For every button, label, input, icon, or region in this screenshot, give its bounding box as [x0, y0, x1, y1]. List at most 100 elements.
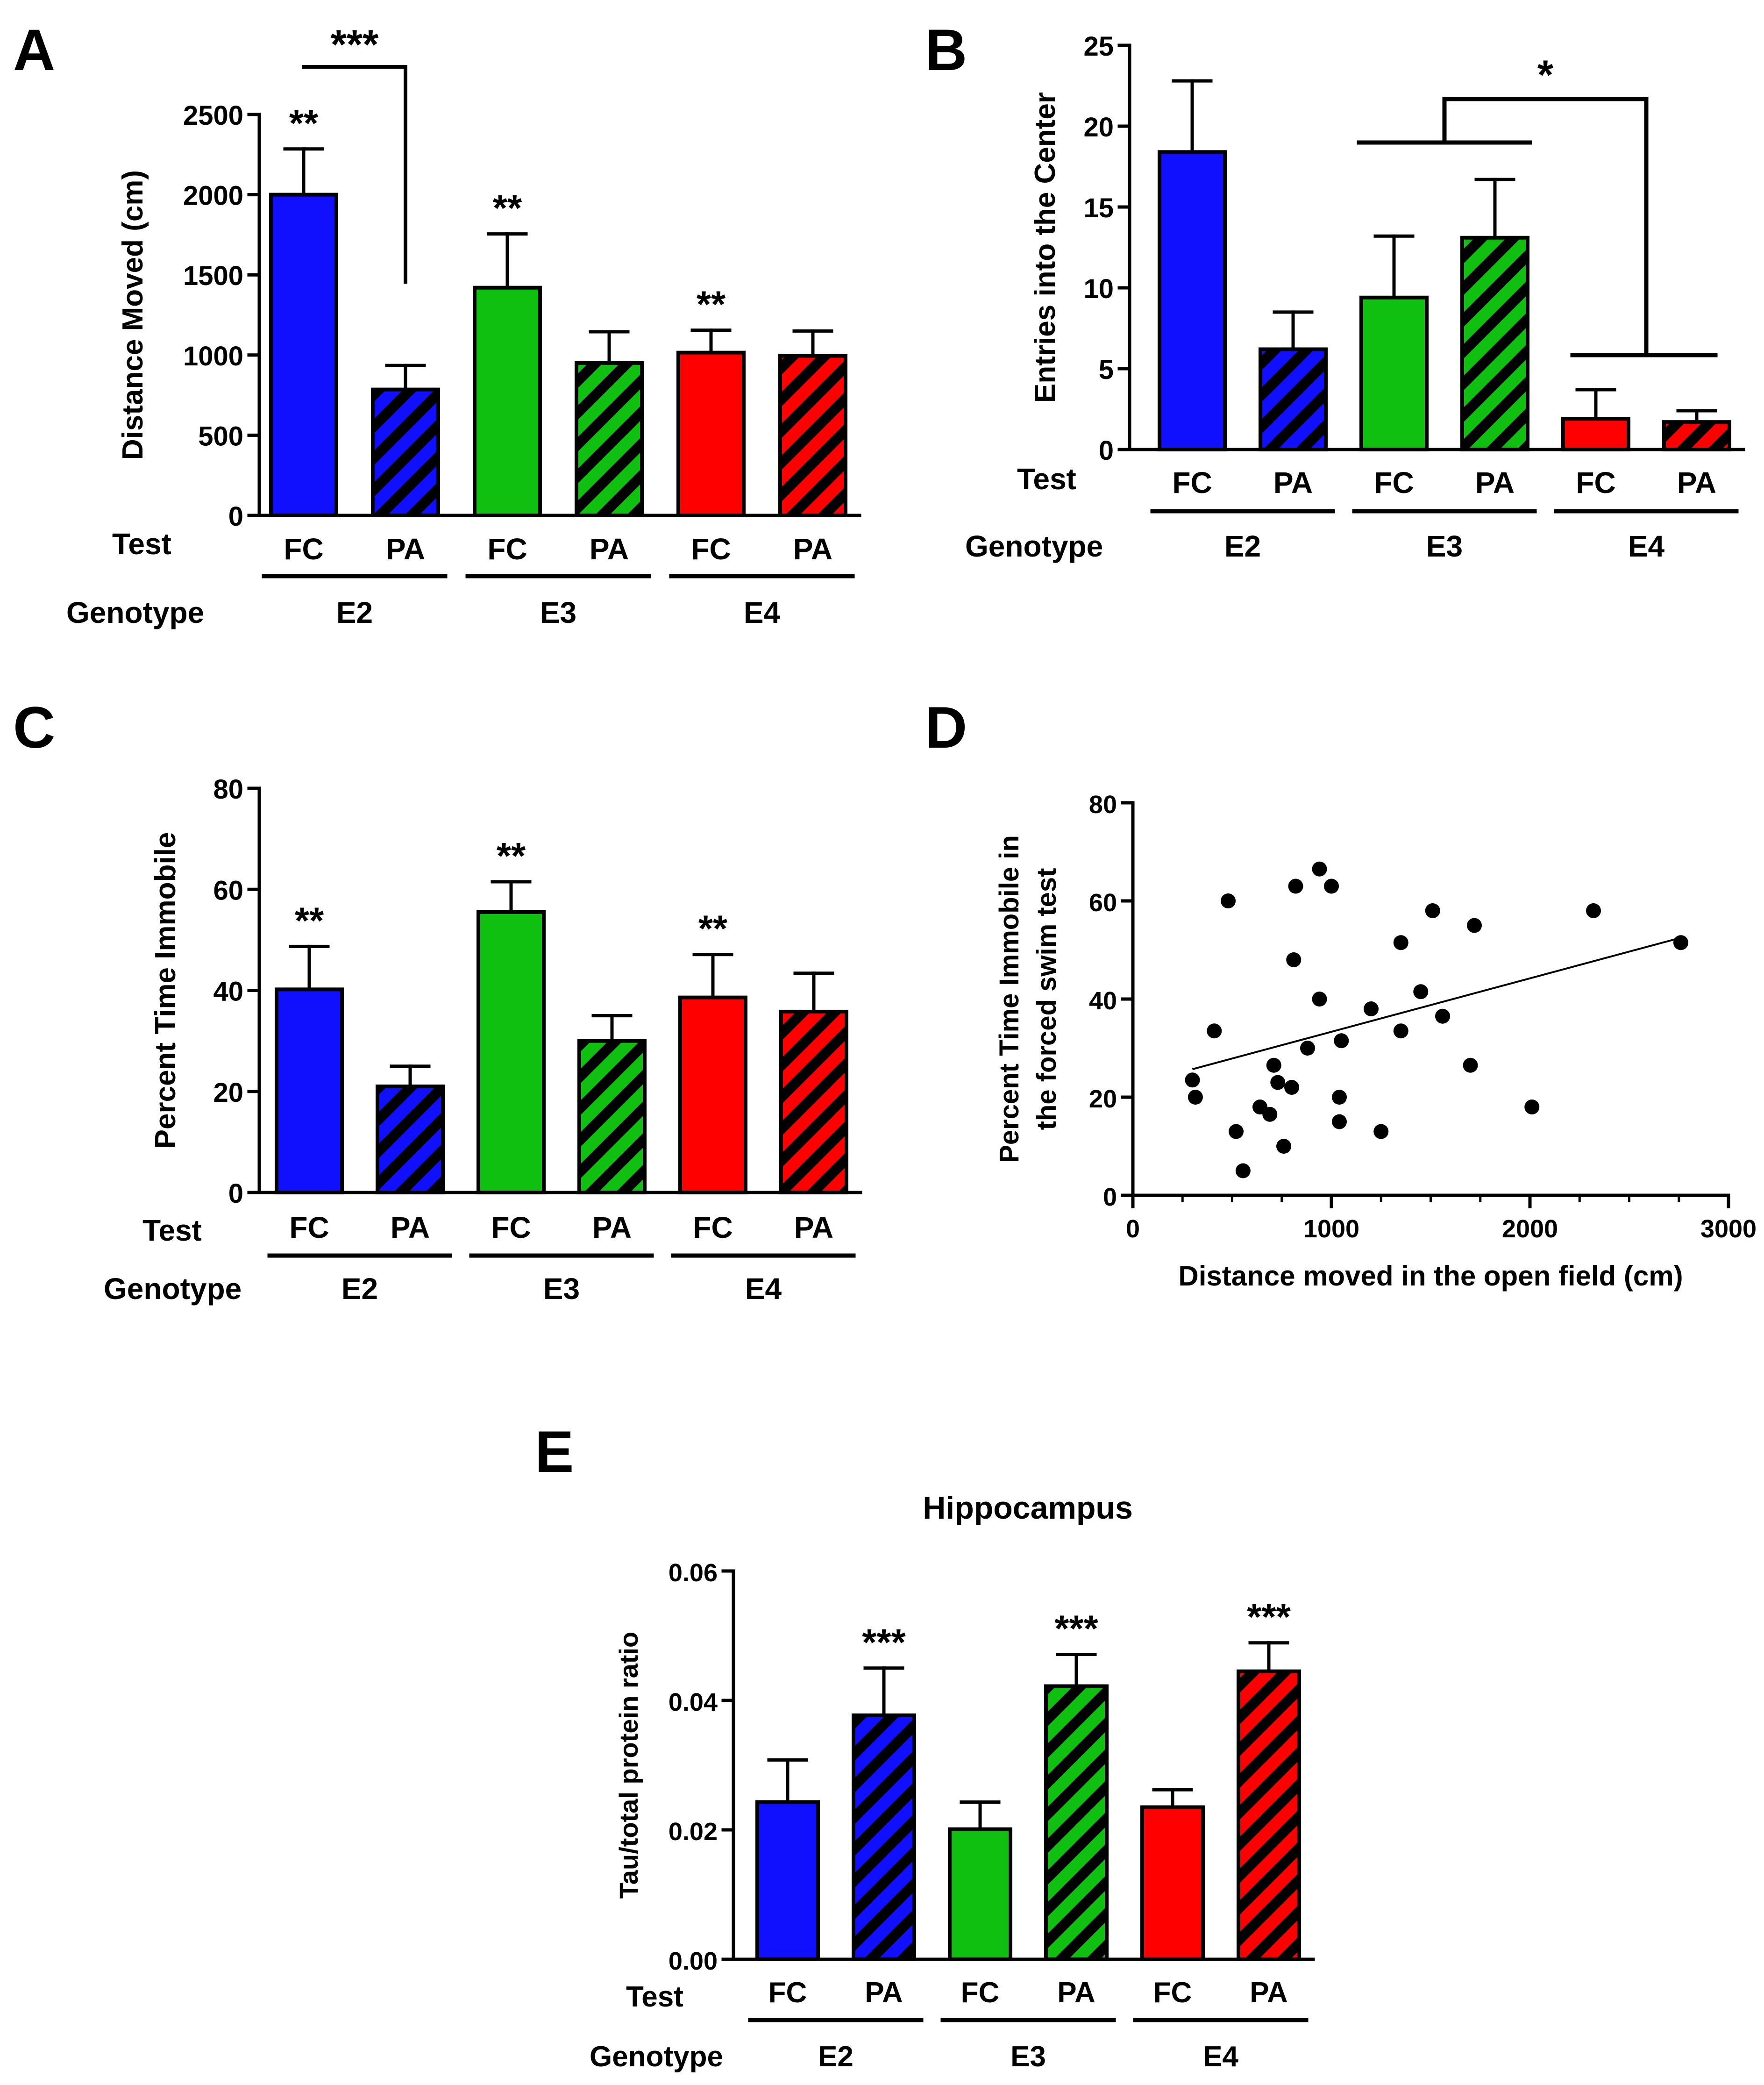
- significance-bracket: [1442, 97, 1649, 355]
- scatter-point: [1300, 1041, 1315, 1056]
- genotype-row-label: Genotype: [104, 1272, 242, 1306]
- bar-pa-e4: [778, 354, 847, 517]
- bar-pa-e2: [1259, 347, 1328, 451]
- scatter-point: [1312, 861, 1327, 877]
- x-tick-label: 1000: [1303, 1215, 1359, 1243]
- y-tick-label: 60: [1089, 889, 1117, 917]
- genotype-label: E2: [341, 1272, 378, 1306]
- bar-pa-e3: [1460, 236, 1529, 451]
- scatter-point: [1393, 1023, 1408, 1039]
- y-tick-label: 0: [1103, 1183, 1117, 1211]
- test-category-label: PA: [865, 1977, 903, 2009]
- y-axis-label: Entries into the Center: [1029, 92, 1061, 403]
- bar-fc-e4: [1561, 417, 1630, 452]
- x-axis-label: Distance moved in the open field (cm): [1178, 1260, 1683, 1292]
- significance-bracket: [302, 65, 407, 284]
- scatter-point: [1332, 1090, 1347, 1105]
- test-category-label: FC: [961, 1977, 1000, 2009]
- test-category-label: FC: [768, 1977, 807, 2009]
- genotype-label: E4: [744, 596, 781, 629]
- y-axis-label: Percent Time Immobile: [149, 832, 182, 1149]
- scatter-point: [1286, 952, 1302, 967]
- scatter-point: [1435, 1008, 1450, 1024]
- genotype-label: E4: [1203, 2041, 1238, 2073]
- y-tick-label: 2500: [183, 100, 243, 131]
- scatter-point: [1332, 1114, 1347, 1129]
- test-category-label: FC: [1374, 466, 1414, 500]
- scatter-point: [1270, 1075, 1286, 1090]
- bar-fc-e3: [473, 286, 542, 517]
- panel-e-bar-chart: 0.00 0.02 0.04 0.06 Tau/total protein ratio F…: [590, 1559, 1315, 2073]
- panel-c-bar-chart: 0 20 40 60 80 Percent Time Immobile ** FC PA ** FC…: [104, 774, 862, 1306]
- y-axis-label: Distance Moved (cm): [117, 170, 149, 460]
- y-tick-label: 80: [213, 774, 243, 805]
- panel-letter-e: E: [535, 1420, 574, 1485]
- bar-fc-e2: [755, 1800, 820, 1962]
- scatter-point: [1586, 903, 1601, 918]
- bar-fc-e4: [676, 350, 746, 517]
- panel-e-title: Hippocampus: [923, 1490, 1133, 1526]
- y-tick-label: 20: [1089, 1085, 1117, 1113]
- test-category-label: FC: [1153, 1977, 1192, 2009]
- bracket-significance-stars: ***: [331, 21, 379, 67]
- scatter-point: [1276, 1139, 1291, 1154]
- y-tick-label: 2000: [183, 181, 243, 211]
- test-category-label: PA: [590, 532, 629, 566]
- genotype-label: E3: [1426, 529, 1463, 563]
- x-tick-label: 0: [1126, 1215, 1140, 1243]
- scatter-point: [1235, 1163, 1251, 1178]
- y-axis-label-line-1: Percent Time Immobile in: [994, 835, 1024, 1163]
- y-tick-label: 0.04: [669, 1688, 718, 1716]
- scatter-point: [1229, 1124, 1244, 1139]
- bar-fc-e2: [269, 193, 338, 518]
- bar-pa-e2: [852, 1713, 916, 1961]
- bracket-significance-stars: *: [1537, 51, 1554, 98]
- scatter-point: [1188, 1090, 1203, 1105]
- genotype-label: E2: [818, 2041, 854, 2073]
- scatter-point: [1221, 893, 1236, 908]
- scatter-point: [1266, 1057, 1281, 1073]
- panel-letter-b: B: [925, 18, 967, 83]
- bar-pa-e4: [779, 1009, 848, 1195]
- bar-fc-e3: [477, 910, 546, 1194]
- significance-stars: ***: [1247, 1596, 1291, 1638]
- bar-pa-e3: [577, 1039, 647, 1194]
- genotype-row-label: Genotype: [965, 529, 1103, 563]
- scatter-point: [1413, 984, 1429, 1000]
- bar-fc-e2: [1158, 150, 1227, 451]
- genotype-label: E4: [745, 1272, 782, 1306]
- y-tick-label: 15: [1083, 193, 1114, 223]
- test-category-label: PA: [793, 532, 832, 566]
- bar-fc-e3: [1359, 295, 1429, 451]
- test-category-label: PA: [1057, 1977, 1095, 2009]
- y-tick-label: 0.06: [669, 1559, 718, 1587]
- significance-stars: **: [697, 284, 726, 325]
- test-row-label: Test: [142, 1214, 202, 1247]
- scatter-point: [1284, 1080, 1299, 1095]
- y-tick-label: 80: [1089, 791, 1117, 819]
- panel-letter-d: D: [925, 695, 967, 760]
- test-category-label: PA: [592, 1211, 632, 1244]
- bar-pa-e3: [575, 361, 644, 518]
- y-tick-label: 0: [228, 501, 243, 532]
- y-tick-label: 1500: [183, 261, 243, 291]
- bar-fc-e3: [948, 1827, 1012, 1961]
- panel-letter-a: A: [13, 18, 55, 83]
- genotype-row-label: Genotype: [66, 596, 204, 629]
- genotype-label: E3: [543, 1272, 580, 1306]
- scatter-point: [1467, 918, 1482, 933]
- genotype-label: E2: [1224, 529, 1261, 563]
- significance-stars: **: [289, 102, 319, 144]
- panel-d-scatter-plot: 0 20 40 60 80 0 1000 2000 3000 Distance moved in …: [994, 791, 1757, 1292]
- panel-letter-c: C: [13, 695, 55, 760]
- genotype-label: E4: [1628, 529, 1665, 563]
- bar-pa-e2: [376, 1084, 445, 1194]
- test-category-label: FC: [284, 532, 323, 566]
- significance-stars: **: [295, 900, 324, 941]
- significance-stars: ***: [1054, 1608, 1098, 1649]
- y-tick-label: 0.00: [669, 1947, 718, 1975]
- regression-fit-line: [1192, 936, 1681, 1071]
- significance-stars: ***: [862, 1621, 906, 1663]
- significance-stars: **: [698, 908, 728, 950]
- y-tick-label: 0: [228, 1178, 243, 1209]
